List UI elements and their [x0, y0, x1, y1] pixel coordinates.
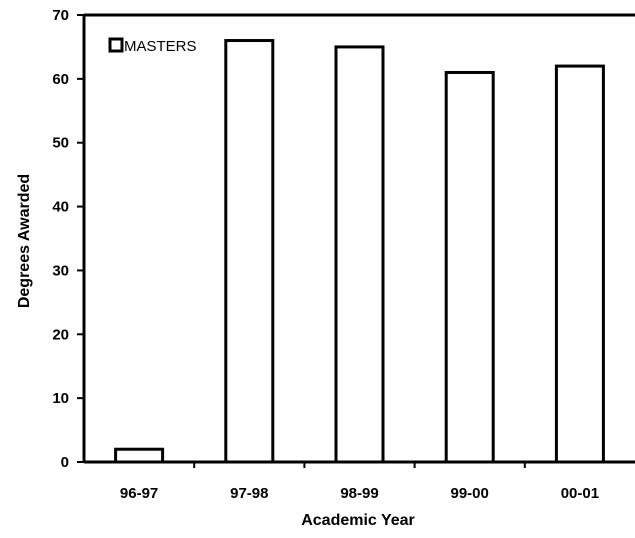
y-tick-label: 20 — [52, 326, 69, 343]
x-tick-label: 96-97 — [120, 485, 158, 502]
bar-00-01 — [554, 64, 605, 464]
x-axis-title: Academic Year — [301, 512, 415, 529]
bar-96-97 — [114, 447, 165, 464]
legend-label: MASTERS — [124, 38, 197, 55]
y-tick-label: 40 — [52, 199, 69, 216]
y-axis-title: Degrees Awarded — [16, 174, 33, 308]
y-tick-label: 10 — [52, 390, 69, 407]
bar-99-00 — [444, 70, 495, 464]
x-axis: 96-97 97-98 98-99 99-00 00-01 — [84, 460, 635, 502]
y-tick-label: 60 — [52, 71, 69, 88]
y-tick-label: 30 — [52, 262, 69, 279]
y-tick-label: 0 — [61, 454, 69, 471]
bar-98-99 — [334, 45, 385, 464]
x-tick-label: 00-01 — [561, 485, 599, 502]
y-axis: 0 10 20 30 40 50 60 70 — [52, 7, 86, 471]
x-tick-label: 99-00 — [451, 485, 489, 502]
y-tick-label: 70 — [52, 7, 69, 24]
legend-swatch — [108, 37, 124, 53]
legend: MASTERS — [108, 37, 197, 55]
bar-97-98 — [224, 39, 275, 464]
x-tick-label: 98-99 — [340, 485, 378, 502]
bars — [114, 39, 605, 464]
x-tick-label: 97-98 — [230, 485, 268, 502]
y-tick-label: 50 — [52, 135, 69, 152]
